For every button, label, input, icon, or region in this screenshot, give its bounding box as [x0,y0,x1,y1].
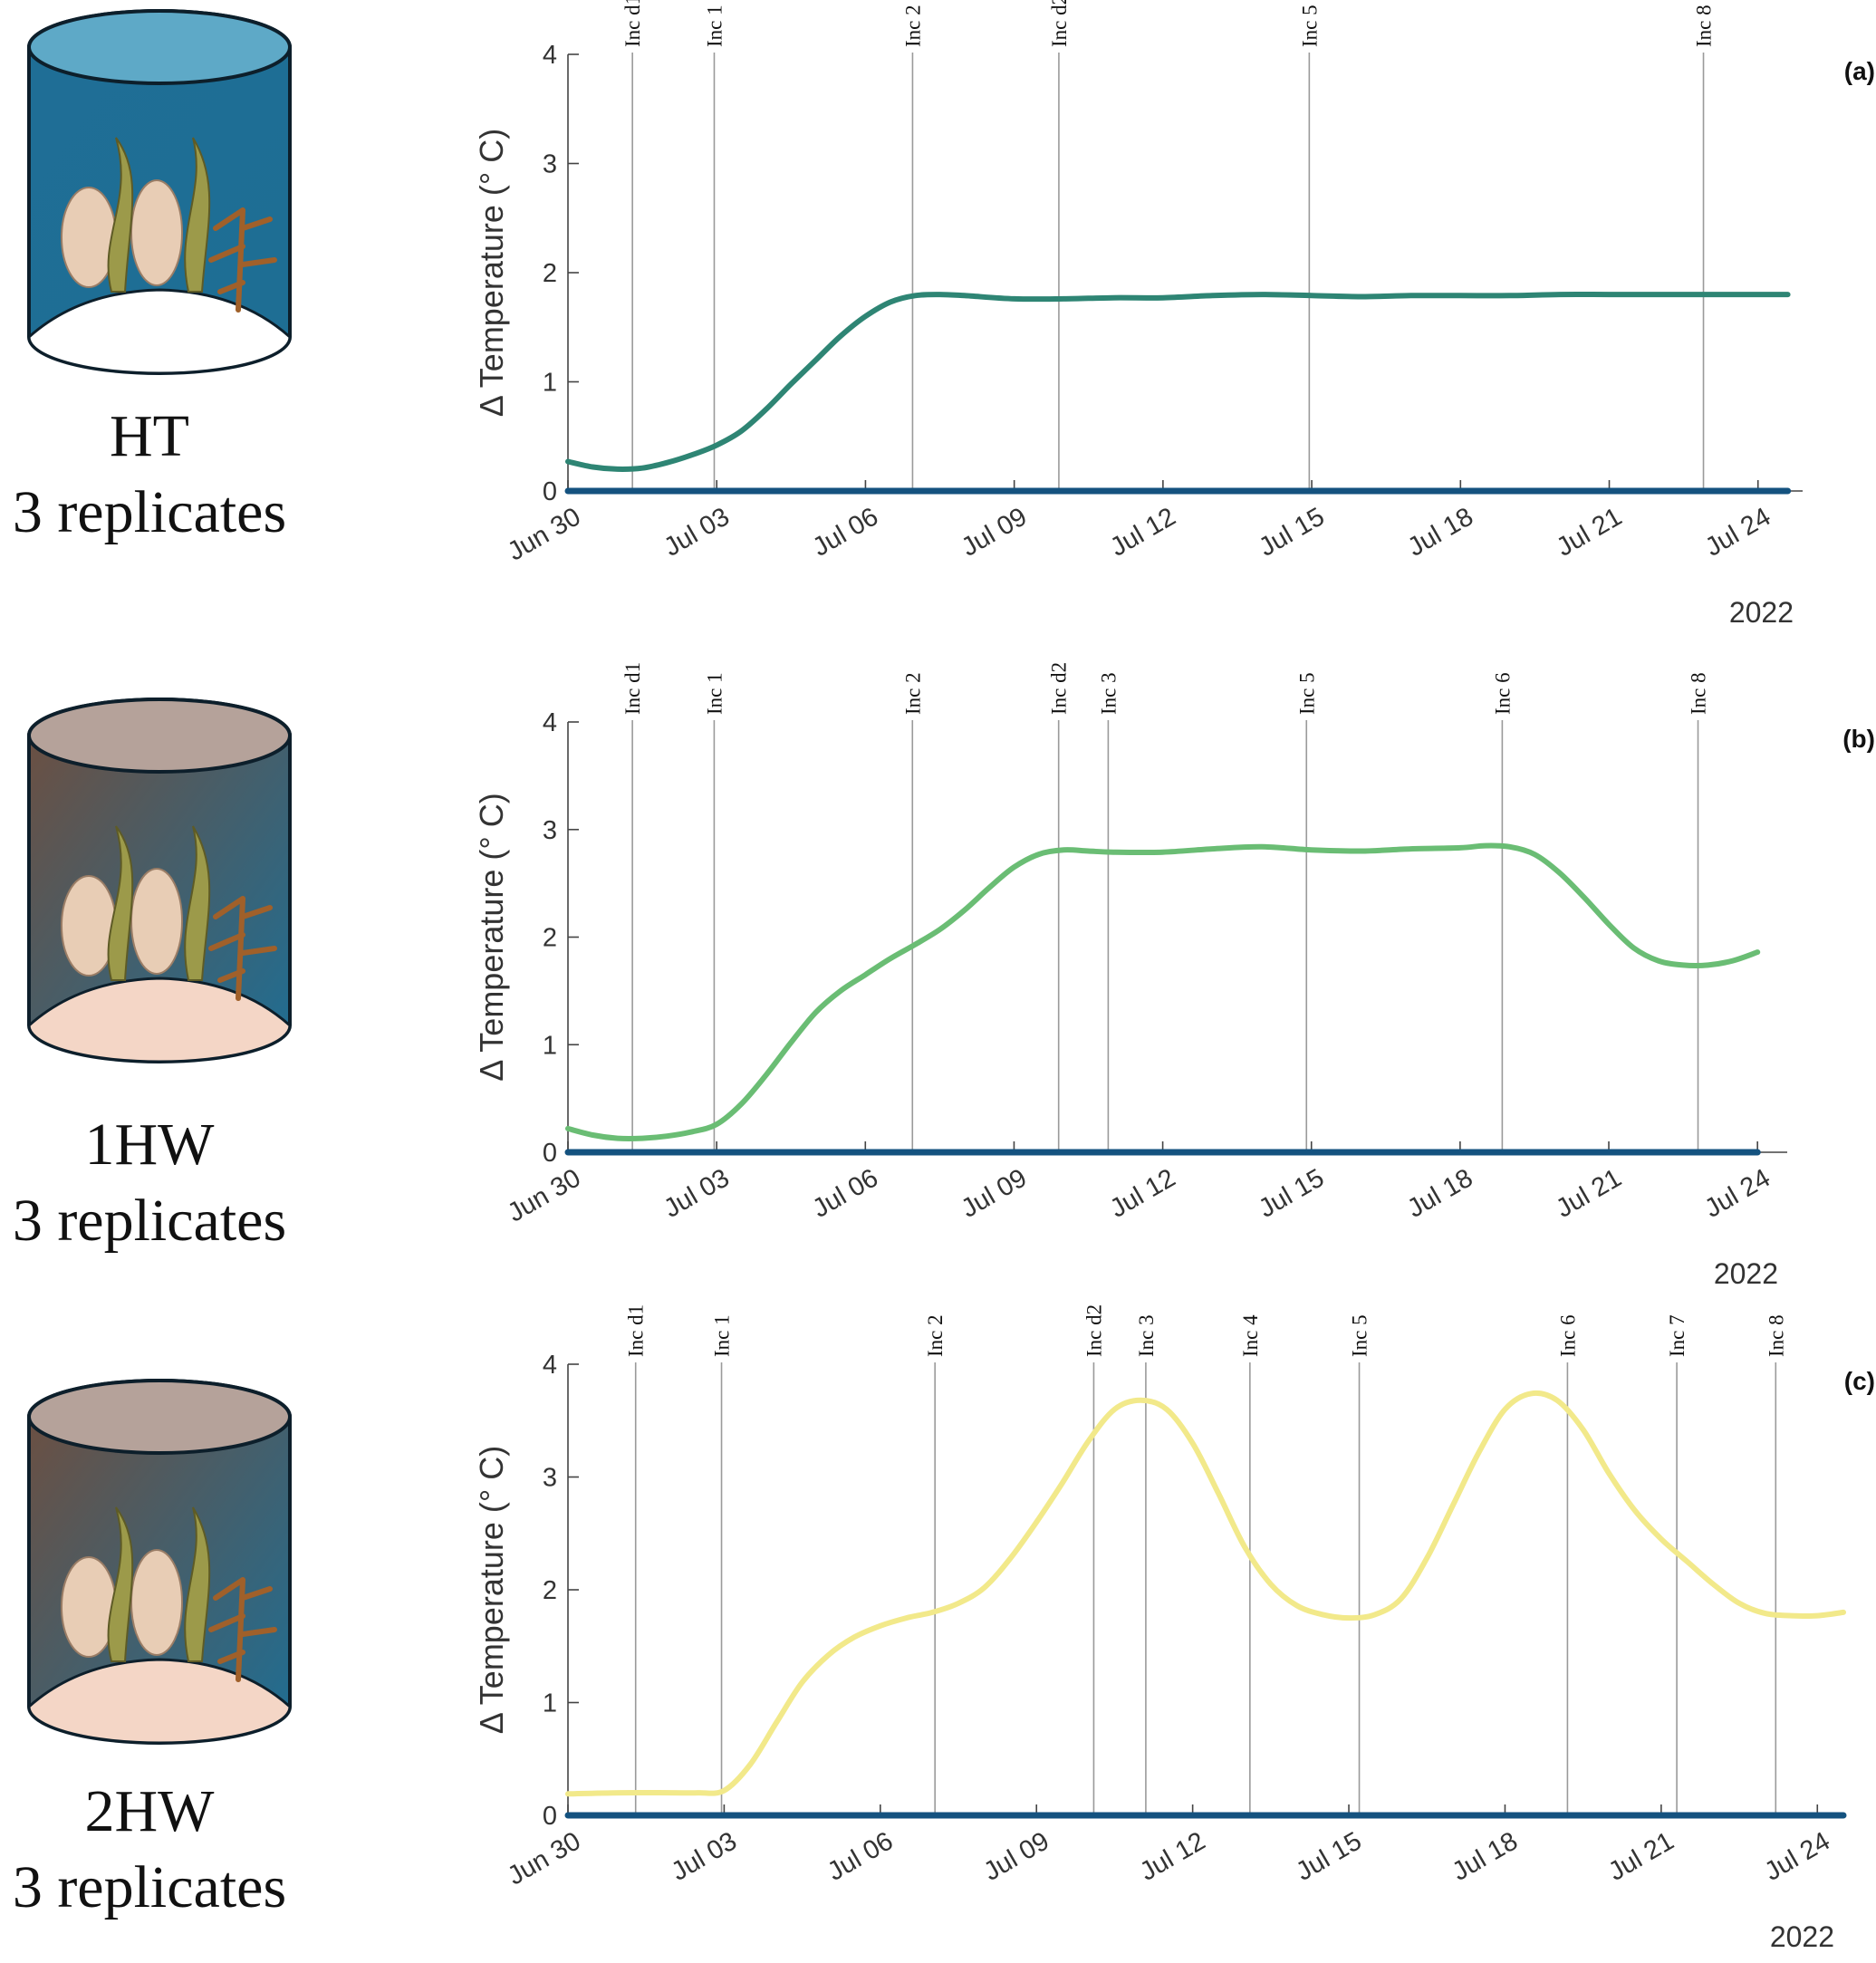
incubation-label: Inc d2 [1048,0,1071,47]
rock-shape [130,1549,183,1656]
year-label: 2022 [1770,1920,1834,1953]
incubation-label: Inc 5 [1298,5,1321,47]
incubation-label: Inc d1 [625,1304,648,1357]
year-label: 2022 [1729,596,1794,629]
x-tick-label: Jul 18 [1448,1826,1523,1886]
y-tick-label: 0 [543,1139,557,1168]
incubation-label: Inc 3 [1135,1314,1158,1357]
tank-top [27,9,292,85]
incubation-label: Inc 3 [1097,672,1120,715]
treatment-label: HT 3 replicates [0,399,299,551]
incubation-label: Inc 4 [1239,1314,1262,1357]
tank-illustration-2hw [25,1371,297,1761]
treatment-name: HT [110,403,189,469]
incubation-label: Inc 8 [1765,1314,1787,1357]
y-tick-label: 0 [543,477,557,506]
incubation-label: Inc d1 [621,0,644,47]
incubation-label: Inc d2 [1082,1304,1105,1357]
replicates-label: 3 replicates [12,479,287,545]
seaweed-shape [107,825,134,981]
x-tick-label: Jul 21 [1603,1826,1679,1886]
incubation-label: Inc 7 [1666,1314,1688,1357]
temperature-line [565,292,1791,472]
treatment-label: 2HW 3 replicates [0,1774,299,1926]
tank-floor [27,288,292,375]
x-tick-label: Jun 30 [503,1826,585,1891]
panel-b: 1HW 3 replicates Inc d1 Inc 1 Inc 2 Inc d2 I… [0,662,1875,1290]
temperature-line [565,1390,1846,1797]
y-tick-label: 1 [543,1689,557,1718]
incubation-label: Inc 8 [1688,672,1710,715]
tank-floor [27,1658,292,1745]
y-tick-label: 0 [543,1802,557,1831]
tank-icon [27,1379,292,1745]
incubation-label: Inc 1 [703,5,726,47]
panel-label: (a) [1844,57,1875,85]
year-label: 2022 [1714,1257,1778,1290]
kelp-shape [208,207,277,313]
y-axis-label: Δ Temperature (° C) [473,793,510,1082]
chart-a: Inc d1 Inc 1 Inc 2 Inc d2 Inc 5 Inc 801234Jun… [473,0,1875,629]
y-tick-label: 4 [543,1351,557,1380]
tank-illustration-ht [25,2,297,391]
panel-label: (c) [1844,1367,1875,1395]
incubation-label: Inc 2 [901,672,924,715]
tank-illustration-1hw [25,690,297,1080]
y-axis-label: Δ Temperature (° C) [473,129,510,418]
x-tick-label: Jul 12 [1135,1826,1210,1886]
seaweed-shape [107,1506,134,1662]
incubation-label: Inc 5 [1295,672,1318,715]
y-tick-label: 2 [543,924,557,953]
tank-icon [27,698,292,1063]
y-tick-label: 1 [543,1031,557,1060]
tank-icon [27,9,292,375]
incubation-label: Inc 1 [703,672,726,715]
incubation-label: Inc 6 [1556,1314,1579,1357]
incubation-label: Inc 2 [901,5,924,47]
tank-top [27,698,292,774]
tank-top [27,1379,292,1455]
y-tick-label: 3 [543,150,557,179]
y-tick-label: 3 [543,816,557,845]
tank-floor [27,977,292,1063]
seaweed-shape [184,1506,211,1662]
panel-label: (b) [1842,725,1875,753]
x-tick-label: Jul 24 [1760,1826,1835,1886]
incubation-label: Inc d1 [621,662,644,715]
incubation-label: Inc d2 [1048,662,1071,715]
y-tick-label: 4 [543,708,557,737]
y-tick-label: 3 [543,1464,557,1493]
kelp-shape [208,1577,277,1682]
y-tick-label: 2 [543,259,557,288]
incubation-label: Inc 8 [1693,5,1716,47]
incubation-label: Inc 6 [1491,672,1514,715]
treatment-name: 2HW [84,1778,215,1844]
panel-a: HT 3 replicates Inc d1 Inc 1 Inc 2 Inc d2 In… [0,0,1876,634]
incubation-label: Inc 5 [1349,1314,1371,1357]
x-tick-label: Jul 03 [667,1826,742,1886]
chart-b: Inc d1 Inc 1 Inc 2 Inc d2 Inc 3 Inc 5 Inc 6 Inc… [473,662,1875,1290]
y-axis-label: Δ Temperature (° C) [473,1446,510,1735]
seaweed-shape [107,137,134,293]
incubation-label: Inc 2 [924,1314,947,1357]
y-tick-label: 2 [543,1576,557,1605]
kelp-shape [208,896,277,1001]
y-tick-label: 1 [543,369,557,398]
replicates-label: 3 replicates [12,1188,287,1254]
x-tick-label: Jul 09 [979,1826,1054,1886]
seaweed-shape [184,137,211,293]
x-tick-label: Jul 15 [1292,1826,1367,1886]
treatment-label: 1HW 3 replicates [0,1107,299,1259]
x-tick-label: Jul 06 [823,1826,898,1886]
incubation-label: Inc 1 [711,1314,734,1357]
seaweed-shape [184,825,211,981]
rock-shape [130,868,183,975]
temperature-line [565,842,1761,1141]
replicates-label: 3 replicates [12,1854,287,1920]
treatment-name: 1HW [84,1111,215,1178]
rock-shape [130,179,183,286]
y-tick-label: 4 [543,41,557,70]
